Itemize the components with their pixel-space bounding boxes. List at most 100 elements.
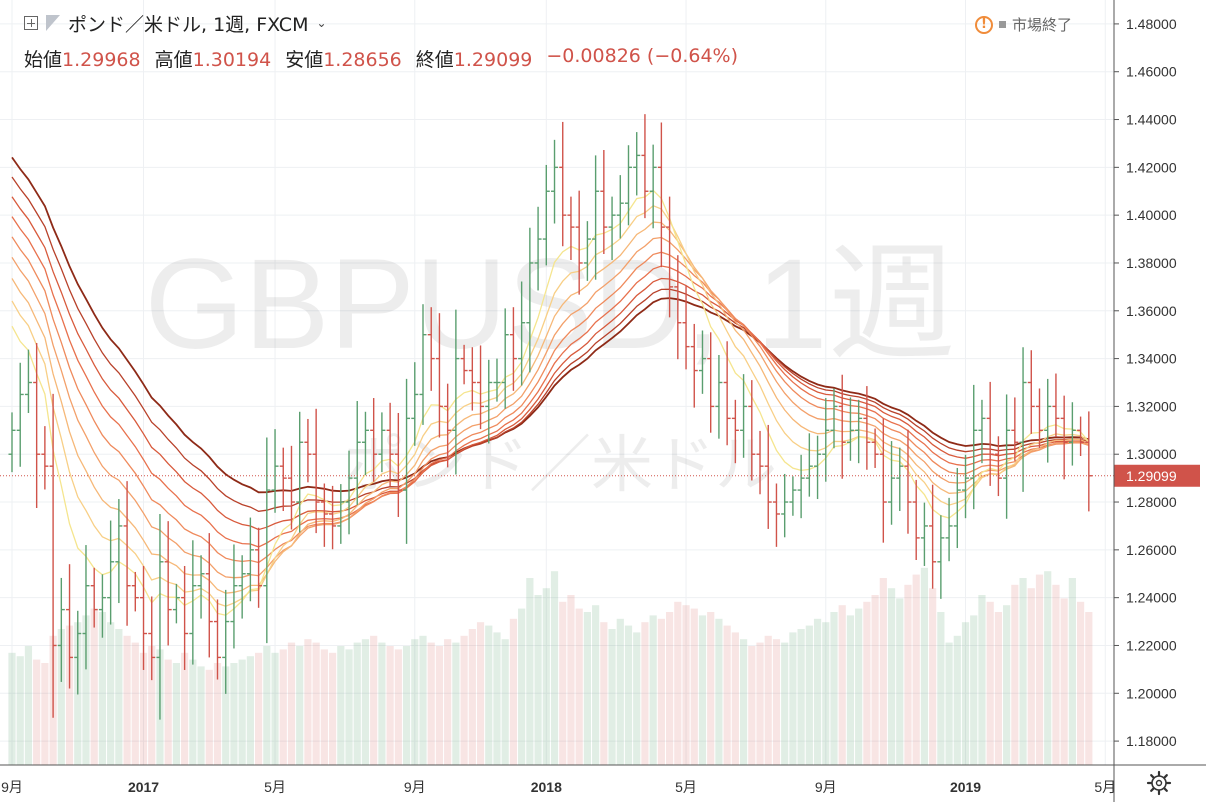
- volume-bar: [476, 622, 485, 765]
- volume-bar: [271, 652, 279, 765]
- volume-bar: [994, 612, 1002, 765]
- volume-bar: [255, 652, 263, 765]
- y-tick-label: 1.38000: [1126, 255, 1177, 271]
- volume-bar: [674, 601, 682, 765]
- last-price-label: 1.29099: [1126, 468, 1177, 484]
- volume-bar: [222, 666, 230, 765]
- volume-bar: [485, 625, 493, 765]
- volume-bar: [624, 625, 633, 765]
- volume-bar: [575, 608, 583, 765]
- volume-bar: [912, 574, 920, 765]
- ohlc-high: 高値1.30194: [154, 49, 272, 71]
- volume-bar: [493, 632, 501, 765]
- volume-bar: [855, 608, 863, 765]
- ohlc-change: −0.00826 (−0.64%): [546, 45, 739, 67]
- volume-bar: [707, 612, 715, 765]
- volume-bar: [559, 601, 567, 765]
- volume-bar: [805, 625, 813, 765]
- volume-bar: [213, 663, 222, 765]
- watermark-subtitle: ポンド／米ドル: [343, 428, 777, 501]
- volume-bar: [657, 618, 665, 765]
- price-bars: [8, 114, 1093, 720]
- volume-bar: [181, 652, 189, 765]
- x-tick-label: 9月: [815, 779, 837, 795]
- ma-line: [11, 196, 1089, 531]
- last-price-line: 1.29099: [0, 464, 1200, 487]
- volume-bar: [863, 601, 871, 765]
- y-tick-label: 1.30000: [1126, 446, 1177, 462]
- volume-bar: [65, 625, 74, 765]
- volume-bar: [90, 608, 98, 765]
- x-tick-label: 2017: [128, 779, 159, 795]
- ma-line: [11, 189, 1090, 616]
- volume-bar: [57, 629, 65, 765]
- volume-bar: [600, 622, 608, 765]
- volume-bar: [238, 659, 246, 765]
- ma-line: [11, 221, 1090, 594]
- volume-bar: [1060, 598, 1068, 765]
- x-tick-label: 5月: [675, 779, 697, 795]
- ma-line: [11, 176, 1089, 512]
- volume-bar: [197, 666, 205, 765]
- y-tick-label: 1.42000: [1126, 159, 1177, 175]
- y-tick-label: 1.34000: [1126, 351, 1177, 367]
- volume-bar: [345, 649, 353, 765]
- gear-icon[interactable]: [1146, 770, 1172, 796]
- volume-bar: [937, 612, 945, 765]
- plus-box-icon[interactable]: [24, 16, 38, 30]
- chevron-down-icon[interactable]: ⌄: [316, 16, 327, 30]
- volume-bar: [444, 639, 452, 765]
- volume-bar: [279, 649, 287, 765]
- volume-bar: [115, 629, 123, 765]
- y-tick-label: 1.46000: [1126, 64, 1177, 80]
- y-tick-label: 1.48000: [1126, 16, 1177, 32]
- warning-icon[interactable]: !: [975, 15, 993, 34]
- volume-bar: [353, 642, 361, 765]
- volume-bar: [698, 615, 707, 765]
- ma-line: [11, 156, 1090, 494]
- x-tick-label: 9月: [1, 779, 23, 795]
- volume-bar: [328, 652, 337, 765]
- volume-bar: [592, 605, 600, 765]
- y-tick-label: 1.32000: [1126, 398, 1177, 414]
- volume-bar: [452, 642, 460, 765]
- volume-bar: [435, 646, 444, 765]
- flag-icon[interactable]: [46, 15, 60, 31]
- symbol-title[interactable]: ポンド／米ドル, 1週, FXCM: [68, 13, 309, 36]
- volume-bar: [929, 588, 937, 765]
- volume-bar: [682, 605, 690, 765]
- market-status-text: 市場終了: [1012, 16, 1073, 34]
- volume-bar: [896, 598, 904, 765]
- volume-bar: [534, 595, 542, 765]
- volume-bar: [887, 588, 896, 765]
- volume-bar: [961, 622, 970, 765]
- volume-bar: [813, 618, 822, 765]
- volume-bar: [649, 615, 657, 765]
- volume-bar: [846, 615, 855, 765]
- volume-bar: [1068, 578, 1076, 765]
- volume-bar: [131, 642, 139, 765]
- volume-bar: [320, 649, 328, 765]
- volume-bar: [1035, 574, 1044, 765]
- volume-bar: [764, 635, 772, 765]
- volume-bar: [830, 612, 838, 765]
- volume-bar: [518, 608, 526, 765]
- market-status[interactable]: ! 市場終了: [975, 14, 1072, 35]
- volume-bar: [526, 578, 534, 765]
- y-tick-label: 1.22000: [1126, 637, 1177, 653]
- volume-bars: [8, 567, 1093, 765]
- volume-bar: [1077, 601, 1085, 765]
- ma-line: [11, 204, 1090, 607]
- y-tick-label: 1.26000: [1126, 542, 1177, 558]
- ohlc-values: 始値1.29968 高値1.30194 安値1.28656 終値1.29099 …: [24, 45, 738, 72]
- volume-bar: [296, 646, 304, 765]
- volume-bar: [304, 639, 312, 765]
- volume-bar: [970, 615, 978, 765]
- volume-bar: [1019, 578, 1027, 765]
- volume-bar: [33, 659, 41, 765]
- volume-bar: [953, 635, 961, 765]
- volume-bar: [542, 588, 550, 765]
- volume-bar: [501, 639, 509, 765]
- volume-bar: [789, 632, 797, 765]
